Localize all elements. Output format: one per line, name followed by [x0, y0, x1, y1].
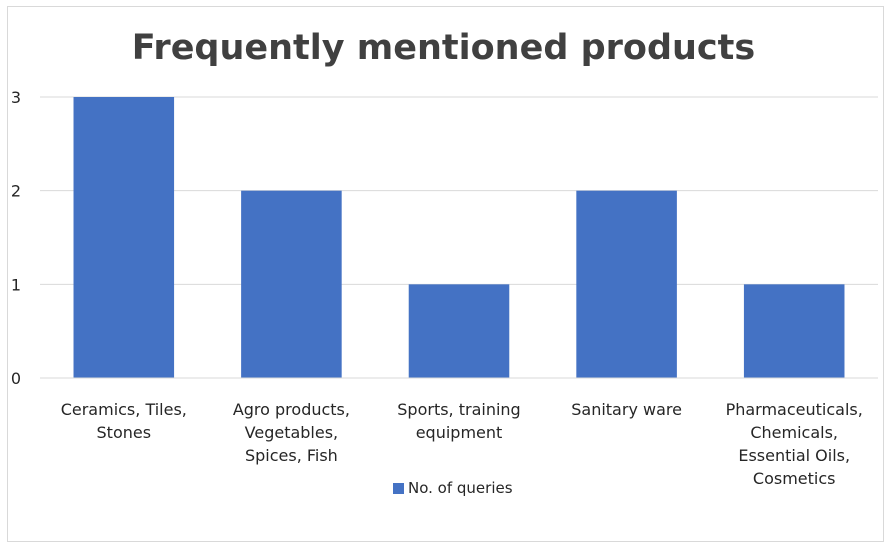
- chart-title: Frequently mentioned products: [131, 28, 756, 68]
- bar: [241, 190, 342, 378]
- y-tick-label: 0: [11, 369, 21, 388]
- legend-label: No. of queries: [408, 479, 513, 497]
- y-tick-label: 3: [11, 88, 21, 107]
- x-tick-label: Ceramics, Tiles, Stones: [61, 400, 187, 442]
- legend-swatch: [393, 482, 404, 494]
- bar: [576, 190, 677, 378]
- legend: No. of queries: [393, 479, 513, 497]
- bar: [408, 284, 510, 378]
- y-tick-label: 2: [11, 182, 21, 201]
- bar: [73, 97, 175, 378]
- x-tick-label: Sanitary ware: [571, 400, 682, 419]
- bar: [743, 284, 845, 378]
- x-tick-label: Pharmaceuticals, Chemicals, Essential Oils…: [726, 400, 863, 488]
- x-tick-label: Agro products, Vegetables, Spices, Fish: [233, 400, 350, 465]
- y-tick-label: 1: [11, 275, 21, 294]
- x-tick-label: Sports, training equipment: [397, 400, 520, 442]
